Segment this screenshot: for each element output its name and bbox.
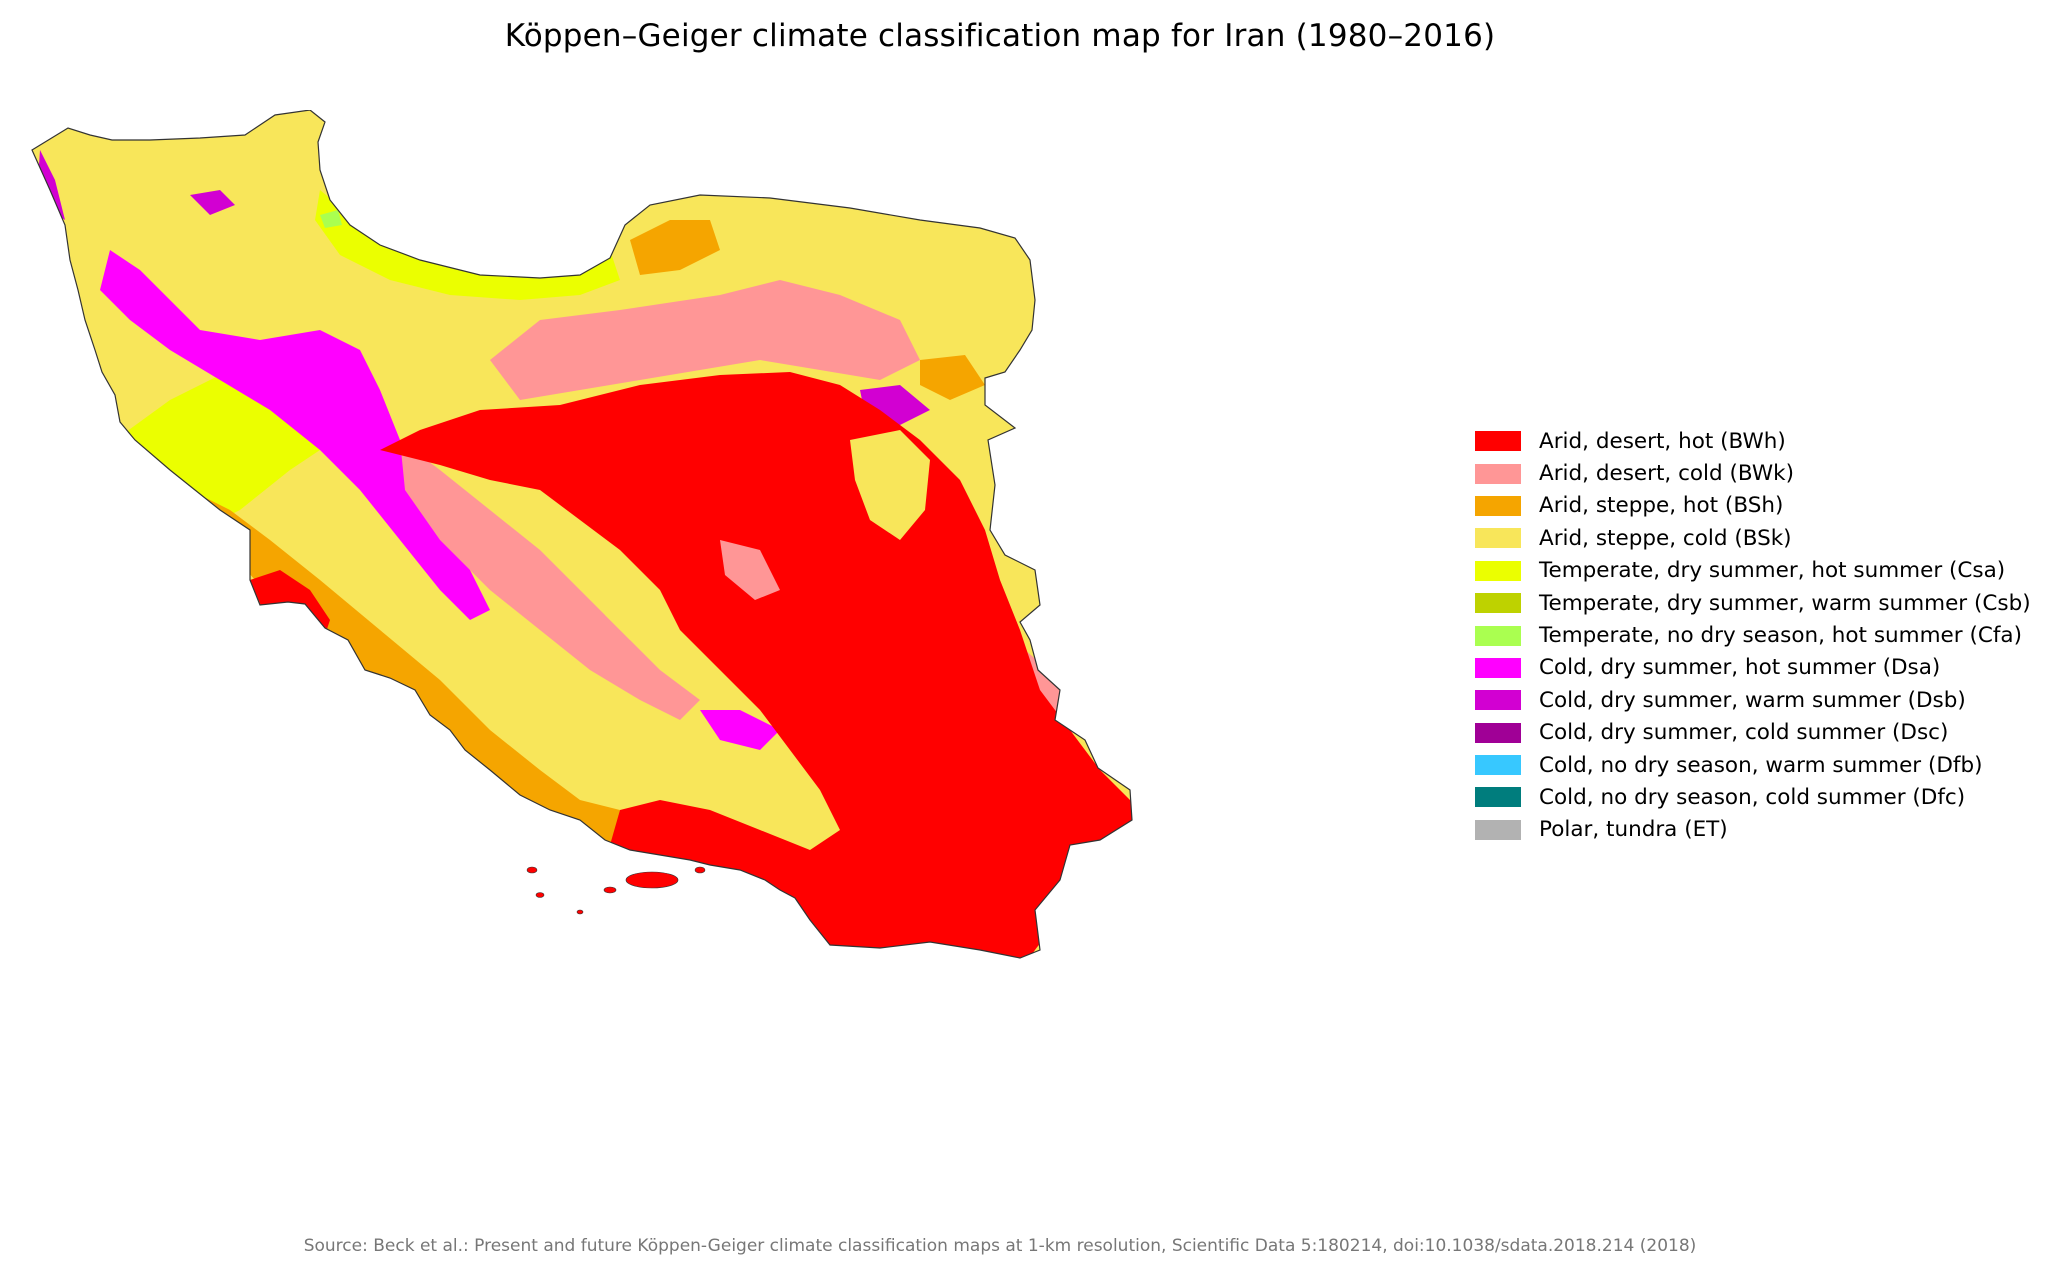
zone-bsk-island: [600, 580, 660, 640]
zone-dsa-southeast: [700, 710, 780, 750]
zone-bwh: [380, 372, 1132, 958]
legend-item: Polar, tundra (ET): [1475, 814, 2031, 846]
legend-item: Cold, dry summer, cold summer (Dsc): [1475, 717, 2031, 749]
legend-item: Cold, no dry season, cold summer (Dfc): [1475, 781, 2031, 813]
legend-label: Arid, desert, hot (BWh): [1539, 428, 1786, 454]
legend-label: Cold, dry summer, warm summer (Dsb): [1539, 687, 1966, 713]
legend-label: Cold, no dry season, warm summer (Dfb): [1539, 752, 1983, 778]
legend-label: Arid, steppe, cold (BSk): [1539, 525, 1792, 551]
legend-label: Arid, steppe, hot (BSh): [1539, 493, 1784, 519]
zone-dsb-alborz: [190, 190, 235, 215]
zone-cfa: [320, 210, 342, 228]
legend-swatch: [1475, 495, 1521, 516]
legend-label: Cold, no dry season, cold summer (Dfc): [1539, 784, 1966, 810]
legend-item: Arid, steppe, hot (BSh): [1475, 490, 2031, 522]
legend-label: Temperate, dry summer, warm summer (Csb): [1539, 590, 2031, 616]
zone-bsh-north: [630, 220, 720, 275]
legend-item: Arid, desert, hot (BWh): [1475, 425, 2031, 457]
zone-bwk-northeast: [660, 120, 740, 160]
legend-swatch: [1475, 528, 1521, 549]
legend-swatch: [1475, 463, 1521, 484]
zone-bwk-north: [490, 280, 920, 400]
legend-swatch: [1475, 625, 1521, 646]
legend-item: Temperate, dry summer, hot summer (Csa): [1475, 555, 2031, 587]
zone-bsk-east-island: [850, 430, 930, 540]
climate-zones: [32, 110, 1132, 958]
legend-swatch: [1475, 560, 1521, 581]
legend-item: Temperate, no dry season, hot summer (Cf…: [1475, 619, 2031, 651]
zone-bsh-east: [920, 355, 985, 400]
zone-bwk-central: [400, 440, 700, 720]
legend-item: Temperate, dry summer, warm summer (Csb): [1475, 587, 2031, 619]
legend-swatch: [1475, 593, 1521, 614]
map-legend: Arid, desert, hot (BWh) Arid, desert, col…: [1475, 425, 2031, 846]
legend-item: Cold, no dry season, warm summer (Dfb): [1475, 749, 2031, 781]
legend-item: Cold, dry summer, hot summer (Dsa): [1475, 652, 2031, 684]
legend-swatch: [1475, 722, 1521, 743]
legend-item: Arid, steppe, cold (BSk): [1475, 522, 2031, 554]
legend-swatch: [1475, 690, 1521, 711]
gulf-islands: [526, 866, 706, 915]
legend-swatch: [1475, 787, 1521, 808]
legend-swatch: [1475, 755, 1521, 776]
iran-climate-map: [20, 110, 1380, 1150]
legend-swatch: [1475, 657, 1521, 678]
legend-label: Polar, tundra (ET): [1539, 817, 1728, 843]
legend-item: Cold, dry summer, warm summer (Dsb): [1475, 684, 2031, 716]
legend-label: Temperate, dry summer, hot summer (Csa): [1539, 558, 2006, 584]
legend-label: Temperate, no dry season, hot summer (Cf…: [1539, 623, 2022, 649]
legend-label: Cold, dry summer, hot summer (Dsa): [1539, 655, 1941, 681]
zone-bwk-island: [720, 540, 780, 600]
legend-label: Cold, dry summer, cold summer (Dsc): [1539, 720, 1949, 746]
legend-label: Arid, desert, cold (BWk): [1539, 461, 1794, 487]
legend-item: Arid, desert, cold (BWk): [1475, 457, 2031, 489]
legend-swatch: [1475, 431, 1521, 452]
map-title: Köppen–Geiger climate classification map…: [504, 18, 1496, 54]
source-citation: Source: Beck et al.: Present and future …: [303, 1236, 1697, 1256]
legend-swatch: [1475, 819, 1521, 840]
zone-dsa: [100, 250, 490, 620]
zone-dsb-northwest: [38, 150, 65, 220]
